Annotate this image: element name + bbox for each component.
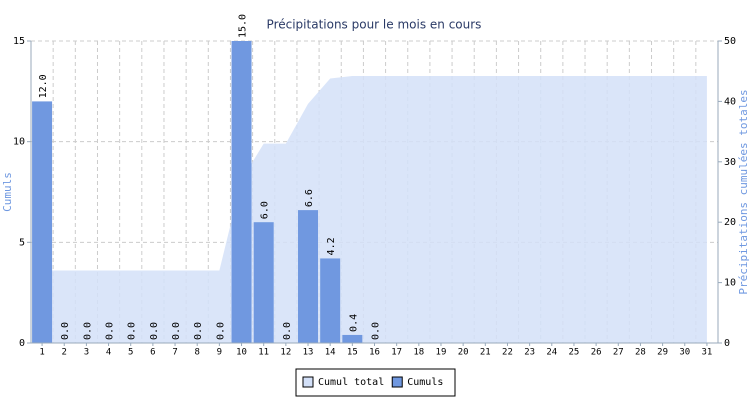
x-tick-label: 25 <box>569 348 580 358</box>
y2-tick-label: 10 <box>724 278 736 289</box>
x-tick-label: 6 <box>150 348 155 358</box>
data-label: 0.0 <box>149 322 160 340</box>
x-tick-label: 13 <box>303 348 314 358</box>
bar <box>32 101 53 344</box>
y-tick-label: 10 <box>13 137 25 148</box>
data-label: 0.0 <box>371 322 382 340</box>
x-tick-label: 21 <box>480 348 491 358</box>
x-tick-label: 12 <box>280 348 291 358</box>
x-tick-label: 11 <box>258 348 269 358</box>
x-tick-label: 17 <box>391 348 402 358</box>
y-tick-label: 5 <box>19 237 25 248</box>
chart-title: Précipitations pour le mois en cours <box>267 18 482 32</box>
x-tick-label: 24 <box>546 348 557 358</box>
data-label: 6.0 <box>260 201 271 219</box>
y2-axis-label: Précipitations cumulées totales <box>737 89 750 294</box>
data-label: 0.4 <box>348 314 359 332</box>
x-tick-label: 20 <box>458 348 469 358</box>
area <box>42 76 707 344</box>
x-tick-label: 26 <box>591 348 602 358</box>
x-tick-label: 28 <box>635 348 646 358</box>
bar <box>253 222 274 343</box>
data-label: 0.0 <box>282 322 293 340</box>
data-label: 12.0 <box>38 74 49 98</box>
y2-tick-label: 0 <box>724 338 730 349</box>
x-tick-label: 5 <box>128 348 133 358</box>
x-tick-label: 15 <box>347 348 358 358</box>
x-tick-label: 30 <box>679 348 690 358</box>
x-tick-label: 7 <box>172 348 177 358</box>
bar <box>231 41 252 343</box>
bar <box>298 210 319 343</box>
data-label: 0.0 <box>127 322 138 340</box>
x-tick-label: 22 <box>502 348 513 358</box>
data-label: 0.0 <box>193 322 204 340</box>
x-tick-label: 3 <box>84 348 89 358</box>
x-tick-label: 31 <box>701 348 712 358</box>
x-tick-label: 9 <box>217 348 222 358</box>
legend-label: Cumul total <box>318 377 384 388</box>
x-tick-label: 4 <box>106 348 111 358</box>
y-tick-label: 0 <box>19 338 25 349</box>
data-label: 6.6 <box>304 189 315 207</box>
bar <box>342 334 363 343</box>
x-tick-label: 10 <box>236 348 247 358</box>
x-tick-label: 29 <box>657 348 668 358</box>
bar <box>320 258 341 343</box>
data-label: 0.0 <box>171 322 182 340</box>
x-tick-label: 1 <box>39 348 44 358</box>
x-tick-label: 19 <box>436 348 447 358</box>
x-tick-label: 18 <box>413 348 424 358</box>
x-tick-label: 16 <box>369 348 380 358</box>
y2-tick-label: 40 <box>724 96 736 107</box>
data-label: 0.0 <box>215 322 226 340</box>
legend-swatch <box>391 376 403 388</box>
data-label: 0.0 <box>60 322 71 340</box>
legend-box <box>295 368 456 397</box>
legend-swatch <box>302 376 314 388</box>
y2-tick-label: 20 <box>724 217 736 228</box>
data-label: 0.0 <box>105 322 116 340</box>
data-label: 4.2 <box>326 237 337 255</box>
x-tick-label: 8 <box>194 348 199 358</box>
x-tick-label: 14 <box>325 348 336 358</box>
y-tick-label: 15 <box>13 36 25 47</box>
data-label: 15.0 <box>238 14 249 38</box>
y-axis-label: Cumuls <box>1 172 14 212</box>
data-label: 0.0 <box>82 322 93 340</box>
x-tick-label: 2 <box>62 348 67 358</box>
legend-label: Cumuls <box>407 377 443 388</box>
y2-tick-label: 30 <box>724 157 736 168</box>
y2-tick-label: 50 <box>724 36 736 47</box>
x-tick-label: 23 <box>524 348 535 358</box>
x-tick-label: 27 <box>613 348 624 358</box>
